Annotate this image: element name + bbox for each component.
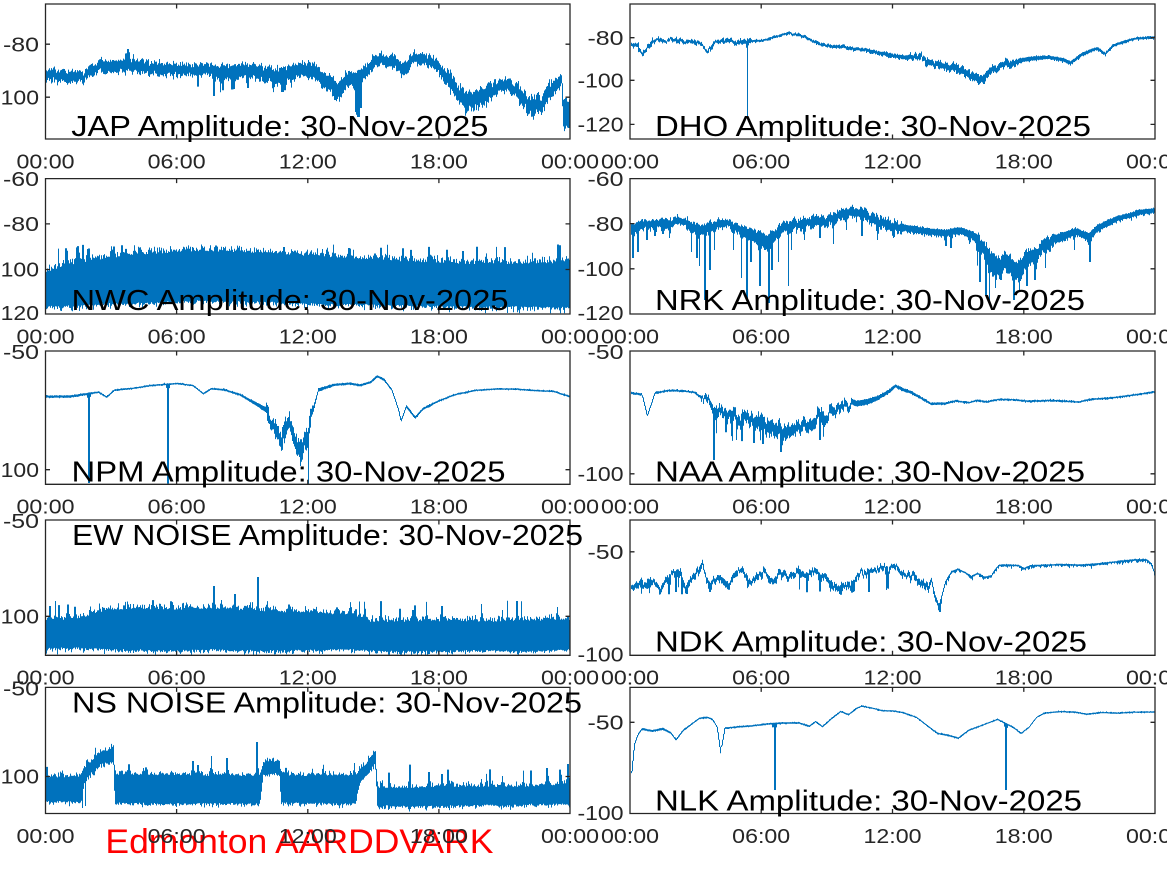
svg-text:18:00: 18:00 (995, 826, 1053, 848)
svg-text:18:00: 18:00 (410, 497, 468, 519)
svg-text:Edmonton AARDDVARK: Edmonton AARDDVARK (105, 823, 493, 861)
svg-text:-100: -100 (578, 259, 624, 281)
svg-text:00:00: 00:00 (1126, 826, 1167, 848)
svg-text:18:00: 18:00 (995, 497, 1053, 519)
svg-text:06:00: 06:00 (732, 668, 790, 690)
svg-text:-100: -100 (0, 87, 39, 109)
svg-text:-100: -100 (0, 607, 39, 629)
svg-text:00:00: 00:00 (17, 497, 75, 519)
svg-text:00:00: 00:00 (17, 151, 75, 173)
svg-text:00:00: 00:00 (541, 668, 599, 690)
svg-text:00:00: 00:00 (17, 668, 75, 690)
svg-text:JAP Amplitude: 30-Nov-2025: JAP Amplitude: 30-Nov-2025 (71, 111, 488, 143)
svg-text:-50: -50 (588, 542, 624, 564)
svg-text:12:00: 12:00 (864, 668, 922, 690)
svg-text:NS NOISE Amplitude: 30-Nov-202: NS NOISE Amplitude: 30-Nov-2025 (72, 687, 582, 719)
svg-text:06:00: 06:00 (732, 326, 790, 348)
svg-text:00:00: 00:00 (541, 326, 599, 348)
svg-text:EW NOISE Amplitude: 30-Nov-202: EW NOISE Amplitude: 30-Nov-2025 (72, 520, 583, 552)
svg-text:06:00: 06:00 (732, 151, 790, 173)
svg-text:-120: -120 (578, 115, 624, 137)
svg-text:-100: -100 (0, 260, 39, 282)
svg-text:-50: -50 (3, 678, 39, 700)
svg-text:-60: -60 (588, 169, 624, 191)
svg-text:00:00: 00:00 (17, 826, 75, 848)
svg-text:00:00: 00:00 (1126, 151, 1167, 173)
svg-text:06:00: 06:00 (732, 826, 790, 848)
svg-text:NLK Amplitude: 30-Nov-2025: NLK Amplitude: 30-Nov-2025 (655, 786, 1082, 818)
svg-text:-120: -120 (0, 303, 39, 325)
svg-text:NAA Amplitude: 30-Nov-2025: NAA Amplitude: 30-Nov-2025 (655, 456, 1085, 488)
svg-text:NWC Amplitude: 30-Nov-2025: NWC Amplitude: 30-Nov-2025 (72, 285, 509, 317)
svg-text:18:00: 18:00 (995, 151, 1053, 173)
svg-text:12:00: 12:00 (864, 826, 922, 848)
svg-text:00:00: 00:00 (1126, 497, 1167, 519)
svg-text:-100: -100 (0, 767, 39, 789)
svg-text:12:00: 12:00 (279, 326, 337, 348)
svg-text:06:00: 06:00 (732, 497, 790, 519)
svg-text:18:00: 18:00 (995, 326, 1053, 348)
svg-text:12:00: 12:00 (864, 151, 922, 173)
svg-text:-80: -80 (3, 34, 39, 56)
svg-text:00:00: 00:00 (601, 151, 659, 173)
svg-text:-50: -50 (3, 511, 39, 533)
svg-text:18:00: 18:00 (410, 826, 468, 848)
svg-text:00:00: 00:00 (541, 151, 599, 173)
svg-text:12:00: 12:00 (864, 326, 922, 348)
svg-text:12:00: 12:00 (279, 668, 337, 690)
svg-text:12:00: 12:00 (279, 826, 337, 848)
svg-text:DHO Amplitude: 30-Nov-2025: DHO Amplitude: 30-Nov-2025 (655, 111, 1091, 143)
svg-text:06:00: 06:00 (148, 326, 206, 348)
svg-text:NPM Amplitude: 30-Nov-2025: NPM Amplitude: 30-Nov-2025 (72, 456, 506, 488)
svg-text:18:00: 18:00 (410, 668, 468, 690)
svg-text:00:00: 00:00 (17, 326, 75, 348)
svg-text:00:00: 00:00 (601, 826, 659, 848)
svg-text:-50: -50 (588, 713, 624, 735)
svg-text:-50: -50 (3, 342, 39, 364)
svg-text:-100: -100 (578, 464, 624, 486)
svg-text:06:00: 06:00 (148, 668, 206, 690)
svg-text:00:00: 00:00 (1126, 668, 1167, 690)
svg-text:00:00: 00:00 (1126, 326, 1167, 348)
svg-text:00:00: 00:00 (601, 326, 659, 348)
svg-text:-50: -50 (588, 342, 624, 364)
svg-text:NDK Amplitude: 30-Nov-2025: NDK Amplitude: 30-Nov-2025 (655, 627, 1087, 659)
svg-text:-100: -100 (578, 803, 624, 825)
svg-text:00:00: 00:00 (601, 668, 659, 690)
svg-text:00:00: 00:00 (541, 497, 599, 519)
svg-text:-60: -60 (3, 169, 39, 191)
svg-text:-100: -100 (578, 645, 624, 667)
svg-text:18:00: 18:00 (995, 668, 1053, 690)
svg-text:00:00: 00:00 (601, 497, 659, 519)
svg-text:06:00: 06:00 (148, 151, 206, 173)
svg-text:NRK Amplitude: 30-Nov-2025: NRK Amplitude: 30-Nov-2025 (655, 285, 1085, 317)
svg-text:-80: -80 (588, 28, 624, 50)
svg-text:18:00: 18:00 (410, 151, 468, 173)
svg-text:12:00: 12:00 (864, 497, 922, 519)
svg-text:-80: -80 (588, 214, 624, 236)
svg-text:06:00: 06:00 (148, 497, 206, 519)
svg-text:06:00: 06:00 (148, 826, 206, 848)
svg-text:00:00: 00:00 (541, 826, 599, 848)
svg-text:12:00: 12:00 (279, 497, 337, 519)
svg-text:-120: -120 (578, 303, 624, 325)
svg-text:-100: -100 (0, 460, 39, 482)
svg-text:-80: -80 (3, 214, 39, 236)
svg-text:-100: -100 (578, 71, 624, 93)
svg-text:12:00: 12:00 (279, 151, 337, 173)
svg-text:18:00: 18:00 (410, 326, 468, 348)
